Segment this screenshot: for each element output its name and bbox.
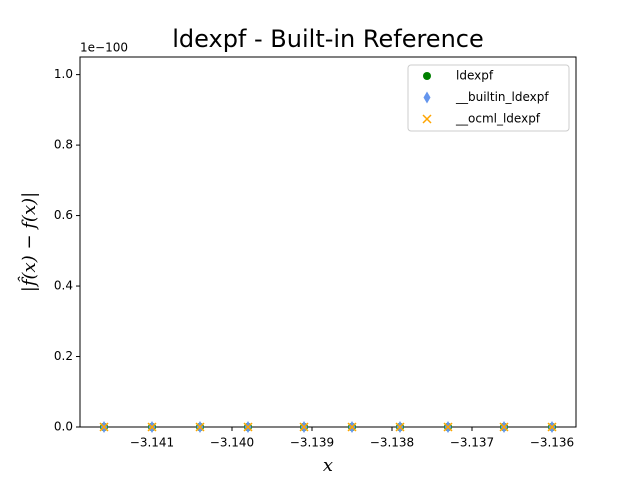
chart-title: ldexpf - Built-in Reference xyxy=(172,25,484,53)
y-axis-label: |f̂(x) − f(x)| xyxy=(17,192,40,292)
point xyxy=(99,422,109,432)
y-tick-label: 0.2 xyxy=(54,349,73,363)
point xyxy=(243,422,253,432)
x-tick-label: −3.139 xyxy=(290,436,334,450)
y-tick-label: 0.4 xyxy=(54,279,73,293)
point xyxy=(395,422,405,432)
legend-box xyxy=(407,64,570,132)
x-tick-label: −3.137 xyxy=(450,436,494,450)
y-tick-label: 0.6 xyxy=(54,208,73,222)
point xyxy=(499,422,509,432)
point xyxy=(195,422,205,432)
point xyxy=(147,422,157,432)
y-tick-label: 1.0 xyxy=(54,67,73,81)
legend-marker xyxy=(422,114,432,124)
x-tick-label: −3.141 xyxy=(130,436,174,450)
y-tick-label: 0.0 xyxy=(54,420,73,434)
y-tick-label: 0.8 xyxy=(54,138,73,152)
legend-marker xyxy=(423,72,431,80)
legend-label: ldexpf xyxy=(456,69,494,83)
x-tick-label: −3.138 xyxy=(370,436,414,450)
point xyxy=(547,422,557,432)
plot-frame xyxy=(79,56,577,428)
legend-label: __ocml_ldexpf xyxy=(455,112,541,126)
x-axis-label: x xyxy=(323,455,333,476)
y-offset-label: 1e−100 xyxy=(80,41,128,55)
x-tick-label: −3.136 xyxy=(530,436,574,450)
legend-marker xyxy=(423,91,431,104)
point xyxy=(443,422,453,432)
point xyxy=(299,422,309,432)
legend-label: __builtin_ldexpf xyxy=(455,90,549,104)
point xyxy=(347,422,357,432)
x-tick-label: −3.140 xyxy=(210,436,254,450)
